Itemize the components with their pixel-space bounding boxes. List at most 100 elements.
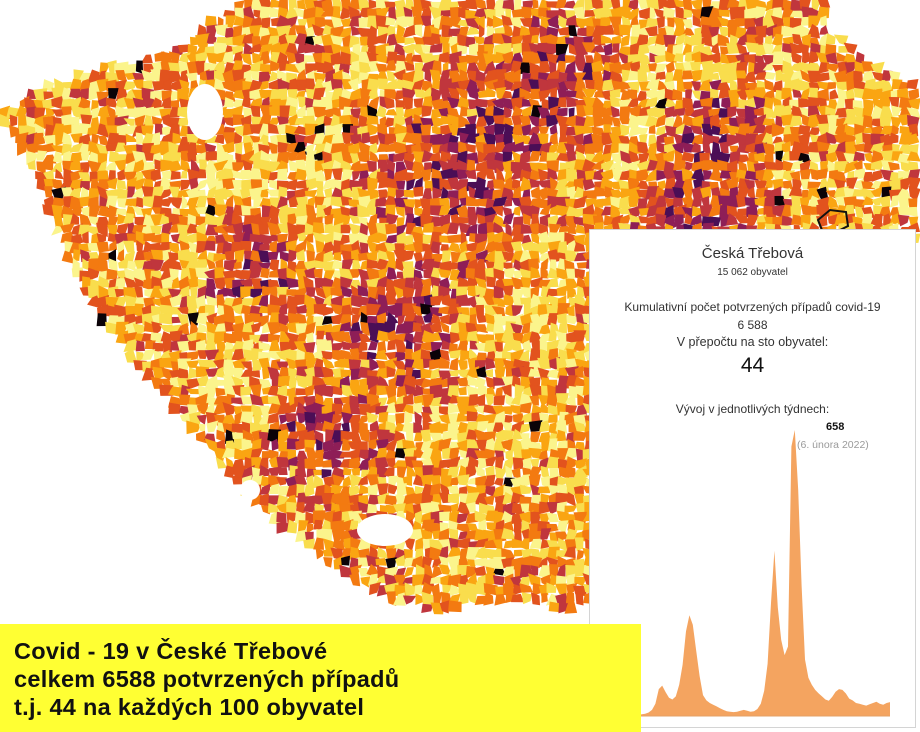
municipality-cell — [730, 95, 740, 108]
municipality-cell — [833, 170, 847, 183]
municipality-cell — [618, 195, 630, 209]
municipality-cell — [520, 297, 532, 306]
municipality-cell — [385, 16, 396, 26]
municipality-cell — [654, 63, 668, 74]
municipality-cell — [870, 61, 885, 74]
municipality-cell — [789, 115, 803, 128]
municipality-cell — [582, 179, 596, 191]
municipality-cell — [744, 170, 759, 181]
municipality-cell — [178, 368, 189, 379]
municipality-cell — [710, 125, 724, 136]
municipality-cell — [646, 34, 661, 46]
municipality-cell — [583, 126, 594, 134]
municipality-cell — [141, 349, 156, 361]
municipality-cell — [51, 162, 63, 172]
municipality-cell — [231, 331, 243, 343]
municipality-cell — [55, 168, 64, 180]
municipality-cell — [447, 493, 459, 504]
municipality-cell — [402, 43, 415, 56]
municipality-cell — [890, 116, 904, 129]
municipality-cell — [106, 268, 118, 280]
municipality-cell — [494, 386, 504, 398]
municipality-cell — [880, 150, 894, 163]
municipality-cell — [492, 15, 504, 29]
municipality-cell — [98, 135, 110, 147]
municipality-cell — [906, 133, 920, 146]
municipality-cell — [530, 458, 540, 468]
municipality-cell — [503, 212, 515, 225]
municipality-cell — [412, 331, 424, 344]
municipality-cell — [654, 54, 667, 64]
municipality-cell — [782, 51, 792, 65]
municipality-cell — [429, 69, 442, 81]
municipality-cell — [177, 117, 189, 127]
municipality-cell — [367, 177, 378, 191]
municipality-cell — [286, 387, 296, 396]
municipality-cell — [285, 6, 298, 19]
municipality-cell — [288, 152, 298, 162]
municipality-cell — [259, 234, 272, 244]
municipality-cell — [854, 60, 865, 75]
municipality-cell — [908, 186, 920, 201]
municipality-cell — [80, 206, 90, 217]
municipality-cell — [52, 197, 66, 208]
municipality-cell — [225, 15, 237, 29]
municipality-cell — [600, 168, 615, 182]
municipality-cell — [573, 195, 588, 209]
municipality-cell — [420, 429, 432, 443]
municipality-cell — [503, 106, 512, 120]
municipality-cell — [618, 179, 630, 191]
municipality-cell — [259, 63, 272, 75]
municipality-cell — [447, 123, 459, 137]
municipality-cell — [109, 239, 118, 251]
municipality-cell — [331, 168, 343, 181]
municipality-cell — [501, 384, 512, 397]
municipality-cell — [691, 90, 701, 101]
municipality-cell — [294, 168, 308, 181]
municipality-cell — [447, 422, 459, 432]
municipality-cell — [811, 0, 821, 11]
municipality-cell — [844, 61, 858, 74]
municipality-cell — [304, 35, 315, 46]
municipality-cell — [483, 115, 497, 126]
municipality-cell — [142, 196, 154, 209]
municipality-cell — [493, 314, 504, 325]
municipality-cell — [762, 42, 774, 56]
municipality-cell — [675, 33, 686, 48]
municipality-cell — [557, 520, 569, 534]
municipality-cell — [484, 558, 496, 569]
municipality-cell — [762, 60, 776, 71]
municipality-cell — [404, 61, 415, 71]
municipality-cell — [908, 88, 920, 102]
municipality-cell — [450, 503, 459, 513]
municipality-cell — [441, 447, 451, 459]
municipality-cell — [529, 178, 540, 188]
municipality-cell — [853, 151, 865, 162]
municipality-cell — [234, 7, 245, 19]
municipality-cell — [530, 186, 541, 199]
municipality-cell — [330, 16, 342, 29]
municipality-cell — [213, 42, 227, 54]
municipality-cell — [278, 0, 289, 12]
municipality-cell — [475, 98, 489, 108]
municipality-cell — [844, 98, 854, 110]
municipality-cell — [135, 340, 145, 352]
municipality-cell — [277, 168, 288, 181]
municipality-cell — [753, 162, 768, 173]
municipality-cell — [862, 70, 874, 82]
municipality-cell — [611, 43, 620, 53]
municipality-cell — [234, 124, 246, 137]
municipality-cell — [465, 169, 477, 180]
municipality-cell — [117, 169, 126, 181]
municipality-cell — [260, 188, 269, 198]
municipality-cell — [638, 215, 649, 224]
municipality-cell — [179, 394, 191, 406]
municipality-cell — [719, 170, 732, 180]
municipality-cell — [898, 81, 909, 91]
municipality-cell — [404, 243, 416, 252]
municipality-cell — [600, 34, 614, 44]
municipality-cell — [900, 177, 912, 192]
municipality-cell — [681, 168, 696, 183]
municipality-cell — [619, 124, 630, 138]
municipality-cell — [268, 71, 279, 83]
